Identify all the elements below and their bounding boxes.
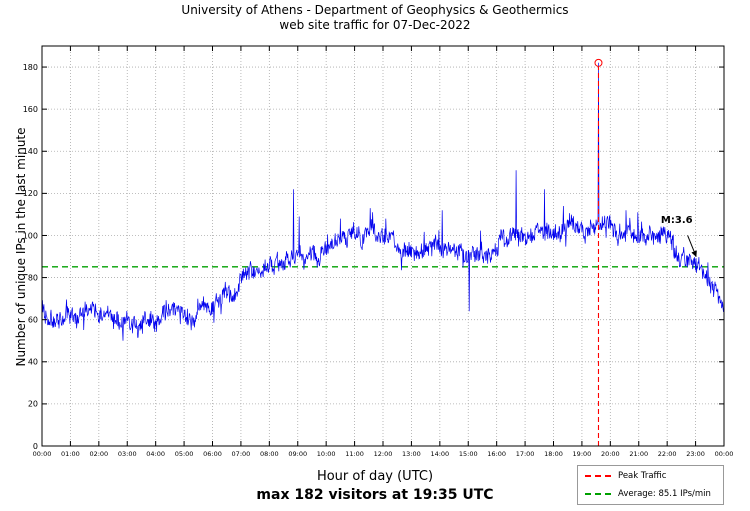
svg-text:05:00: 05:00: [175, 450, 194, 458]
svg-text:01:00: 01:00: [61, 450, 80, 458]
svg-text:11:00: 11:00: [345, 450, 364, 458]
svg-text:17:00: 17:00: [516, 450, 535, 458]
legend-item-peak: Peak Traffic: [585, 471, 716, 481]
svg-text:12:00: 12:00: [374, 450, 393, 458]
peak-marker-line: [594, 58, 603, 446]
svg-text:21:00: 21:00: [629, 450, 648, 458]
legend-peak-label: Peak Traffic: [618, 471, 667, 481]
svg-text:06:00: 06:00: [203, 450, 222, 458]
svg-text:03:00: 03:00: [118, 450, 137, 458]
peak-line-swatch-icon: [585, 475, 611, 477]
svg-text:00:00: 00:00: [715, 450, 734, 458]
x-axis-note-max-visitors: max 182 visitors at 19:35 UTC: [256, 487, 494, 503]
axes-box-and-ticks: 00:00 01:00 02:00 03:00 04:00 05:00 06:00 07:00…: [23, 45, 734, 458]
svg-text:0: 0: [33, 442, 38, 451]
x-axis-label: Hour of day (UTC): [316, 469, 434, 484]
svg-text:04:00: 04:00: [146, 450, 165, 458]
svg-text:100: 100: [23, 231, 38, 240]
annotation-arrow: [687, 235, 697, 257]
legend-item-average: Average: 85.1 IPs/min: [585, 489, 716, 499]
chart-title: University of Athens - Department of Geo…: [181, 3, 569, 17]
svg-text:15:00: 15:00: [459, 450, 478, 458]
svg-text:40: 40: [28, 358, 38, 367]
chart-title-block: University of Athens - Department of Geo…: [0, 3, 750, 33]
svg-text:160: 160: [23, 105, 38, 114]
svg-text:00:00: 00:00: [33, 450, 52, 458]
svg-text:16:00: 16:00: [487, 450, 506, 458]
svg-text:180: 180: [23, 63, 38, 72]
grid-lines: [42, 46, 724, 446]
svg-text:02:00: 02:00: [89, 450, 108, 458]
svg-text:20:00: 20:00: [601, 450, 620, 458]
chart-legend: Peak Traffic Average: 85.1 IPs/min: [577, 465, 724, 505]
svg-text:08:00: 08:00: [260, 450, 279, 458]
chart-subtitle: web site traffic for 07-Dec-2022: [279, 18, 471, 32]
svg-text:22:00: 22:00: [658, 450, 677, 458]
svg-text:07:00: 07:00: [232, 450, 251, 458]
svg-text:23:00: 23:00: [686, 450, 705, 458]
svg-text:120: 120: [23, 189, 38, 198]
average-line-swatch-icon: [585, 493, 611, 495]
y-axis-label: Number of unique IPs in the last minute: [14, 127, 28, 367]
svg-text:140: 140: [23, 147, 38, 156]
svg-text:80: 80: [28, 273, 38, 282]
svg-text:14:00: 14:00: [430, 450, 449, 458]
svg-text:19:00: 19:00: [573, 450, 592, 458]
traffic-series-line: [41, 62, 725, 341]
svg-text:13:00: 13:00: [402, 450, 421, 458]
svg-text:18:00: 18:00: [544, 450, 563, 458]
svg-text:20: 20: [28, 400, 38, 409]
svg-text:10:00: 10:00: [317, 450, 336, 458]
legend-average-label: Average: 85.1 IPs/min: [618, 489, 711, 499]
earthquake-annotation-label: M:3.6: [661, 215, 693, 226]
svg-text:09:00: 09:00: [288, 450, 307, 458]
svg-text:60: 60: [28, 315, 38, 324]
